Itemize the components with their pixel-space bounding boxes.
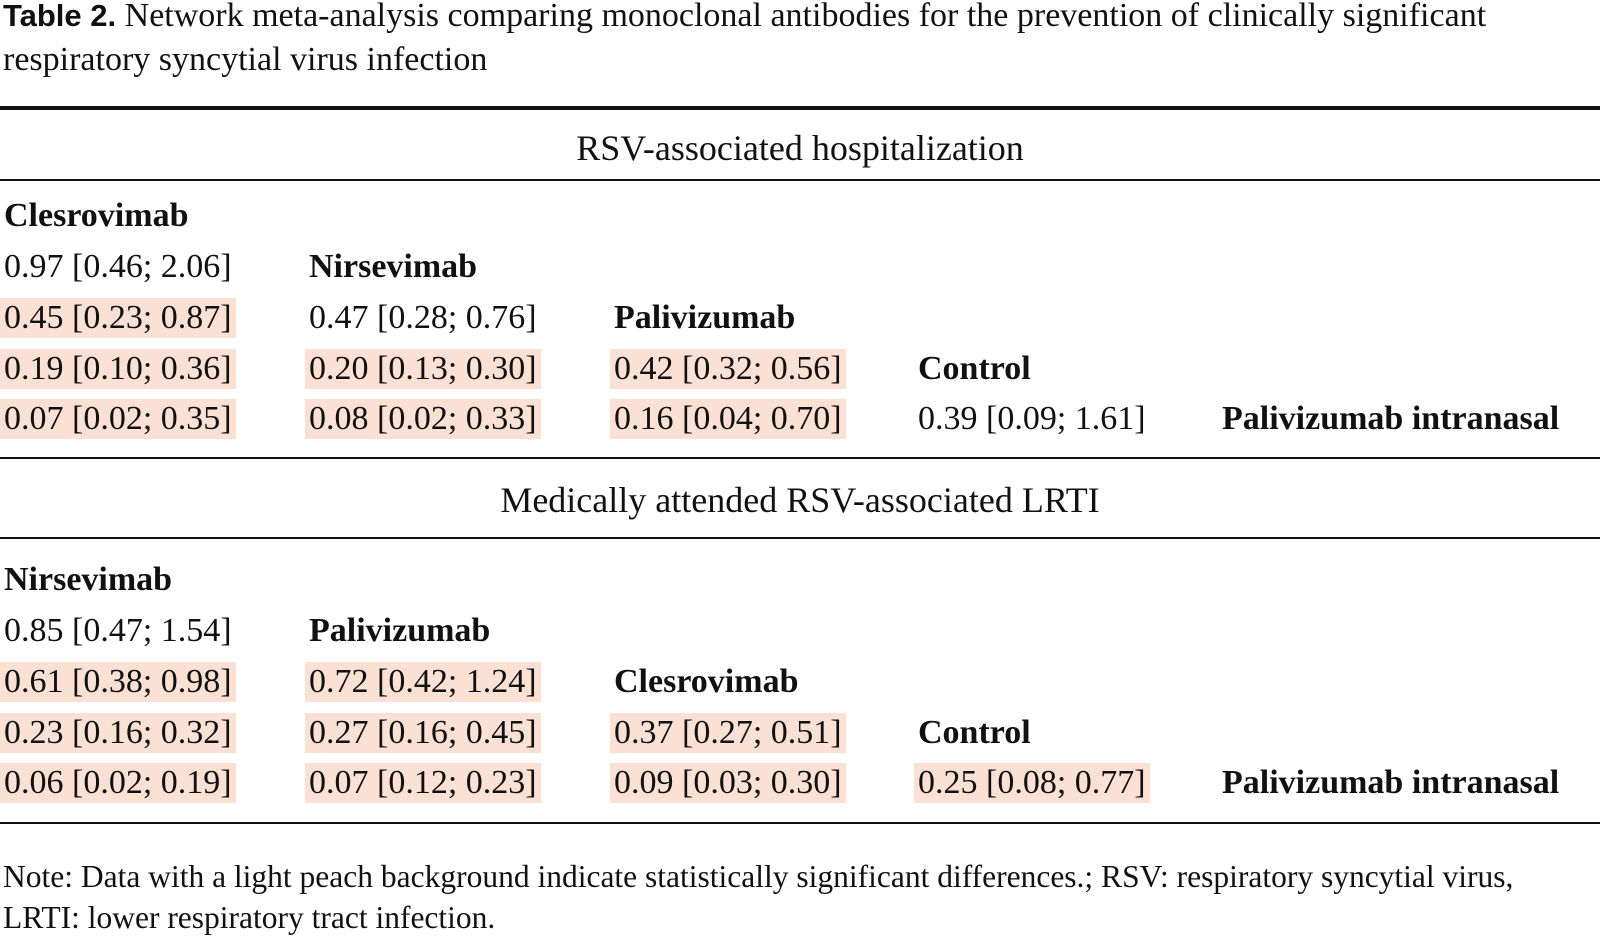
diagonal-treatment-label: Control xyxy=(918,714,1031,751)
diagonal-treatment-label: Control xyxy=(918,350,1031,387)
section-rule xyxy=(0,179,1600,181)
diagonal-treatment-label: Clesrovimab xyxy=(4,197,189,234)
section-rule xyxy=(0,537,1600,539)
table-caption: Table 2. Network meta-analysis comparing… xyxy=(3,0,1593,82)
significant-estimate-cell: 0.08 [0.02; 0.33] xyxy=(305,399,541,439)
significant-estimate-cell: 0.07 [0.12; 0.23] xyxy=(305,763,541,803)
significant-estimate-cell: 0.27 [0.16; 0.45] xyxy=(305,713,541,753)
significant-estimate-cell: 0.23 [0.16; 0.32] xyxy=(0,713,236,753)
significant-estimate-cell: 0.07 [0.02; 0.35] xyxy=(0,399,236,439)
significant-estimate-cell: 0.06 [0.02; 0.19] xyxy=(0,763,236,803)
table-title: Network meta-analysis comparing monoclon… xyxy=(3,0,1487,78)
table-label: Table 2. xyxy=(3,0,117,33)
significant-estimate-cell: 0.45 [0.23; 0.87] xyxy=(0,298,236,338)
estimate-cell: 0.85 [0.47; 1.54] xyxy=(4,612,232,649)
significant-estimate-cell: 0.16 [0.04; 0.70] xyxy=(610,399,846,439)
table-note: Note: Data with a light peach background… xyxy=(3,859,1514,935)
bottom-rule xyxy=(0,822,1600,824)
significant-estimate-cell: 0.25 [0.08; 0.77] xyxy=(914,763,1150,803)
section-rule xyxy=(0,457,1600,459)
diagonal-treatment-label: Palivizumab xyxy=(614,299,796,336)
estimate-cell: 0.47 [0.28; 0.76] xyxy=(309,299,537,336)
section-title-hospitalization: RSV-associated hospitalization xyxy=(576,128,1024,168)
diagonal-treatment-label: Palivizumab xyxy=(309,612,491,649)
estimate-cell: 0.97 [0.46; 2.06] xyxy=(4,248,232,285)
significant-estimate-cell: 0.37 [0.27; 0.51] xyxy=(610,713,846,753)
diagonal-treatment-label: Nirsevimab xyxy=(309,248,478,285)
diagonal-treatment-label: Clesrovimab xyxy=(614,663,799,700)
top-rule xyxy=(0,106,1600,110)
significant-estimate-cell: 0.61 [0.38; 0.98] xyxy=(0,662,236,702)
diagonal-treatment-label: Nirsevimab xyxy=(4,561,173,598)
section-title-lrti: Medically attended RSV-associated LRTI xyxy=(500,480,1100,520)
significant-estimate-cell: 0.72 [0.42; 1.24] xyxy=(305,662,541,702)
diagonal-treatment-label: Palivizumab intranasal xyxy=(1222,400,1560,437)
diagonal-treatment-label: Palivizumab intranasal xyxy=(1222,764,1560,801)
significant-estimate-cell: 0.20 [0.13; 0.30] xyxy=(305,349,541,389)
significant-estimate-cell: 0.42 [0.32; 0.56] xyxy=(610,349,846,389)
significant-estimate-cell: 0.09 [0.03; 0.30] xyxy=(610,763,846,803)
significant-estimate-cell: 0.19 [0.10; 0.36] xyxy=(0,349,236,389)
estimate-cell: 0.39 [0.09; 1.61] xyxy=(918,400,1146,437)
